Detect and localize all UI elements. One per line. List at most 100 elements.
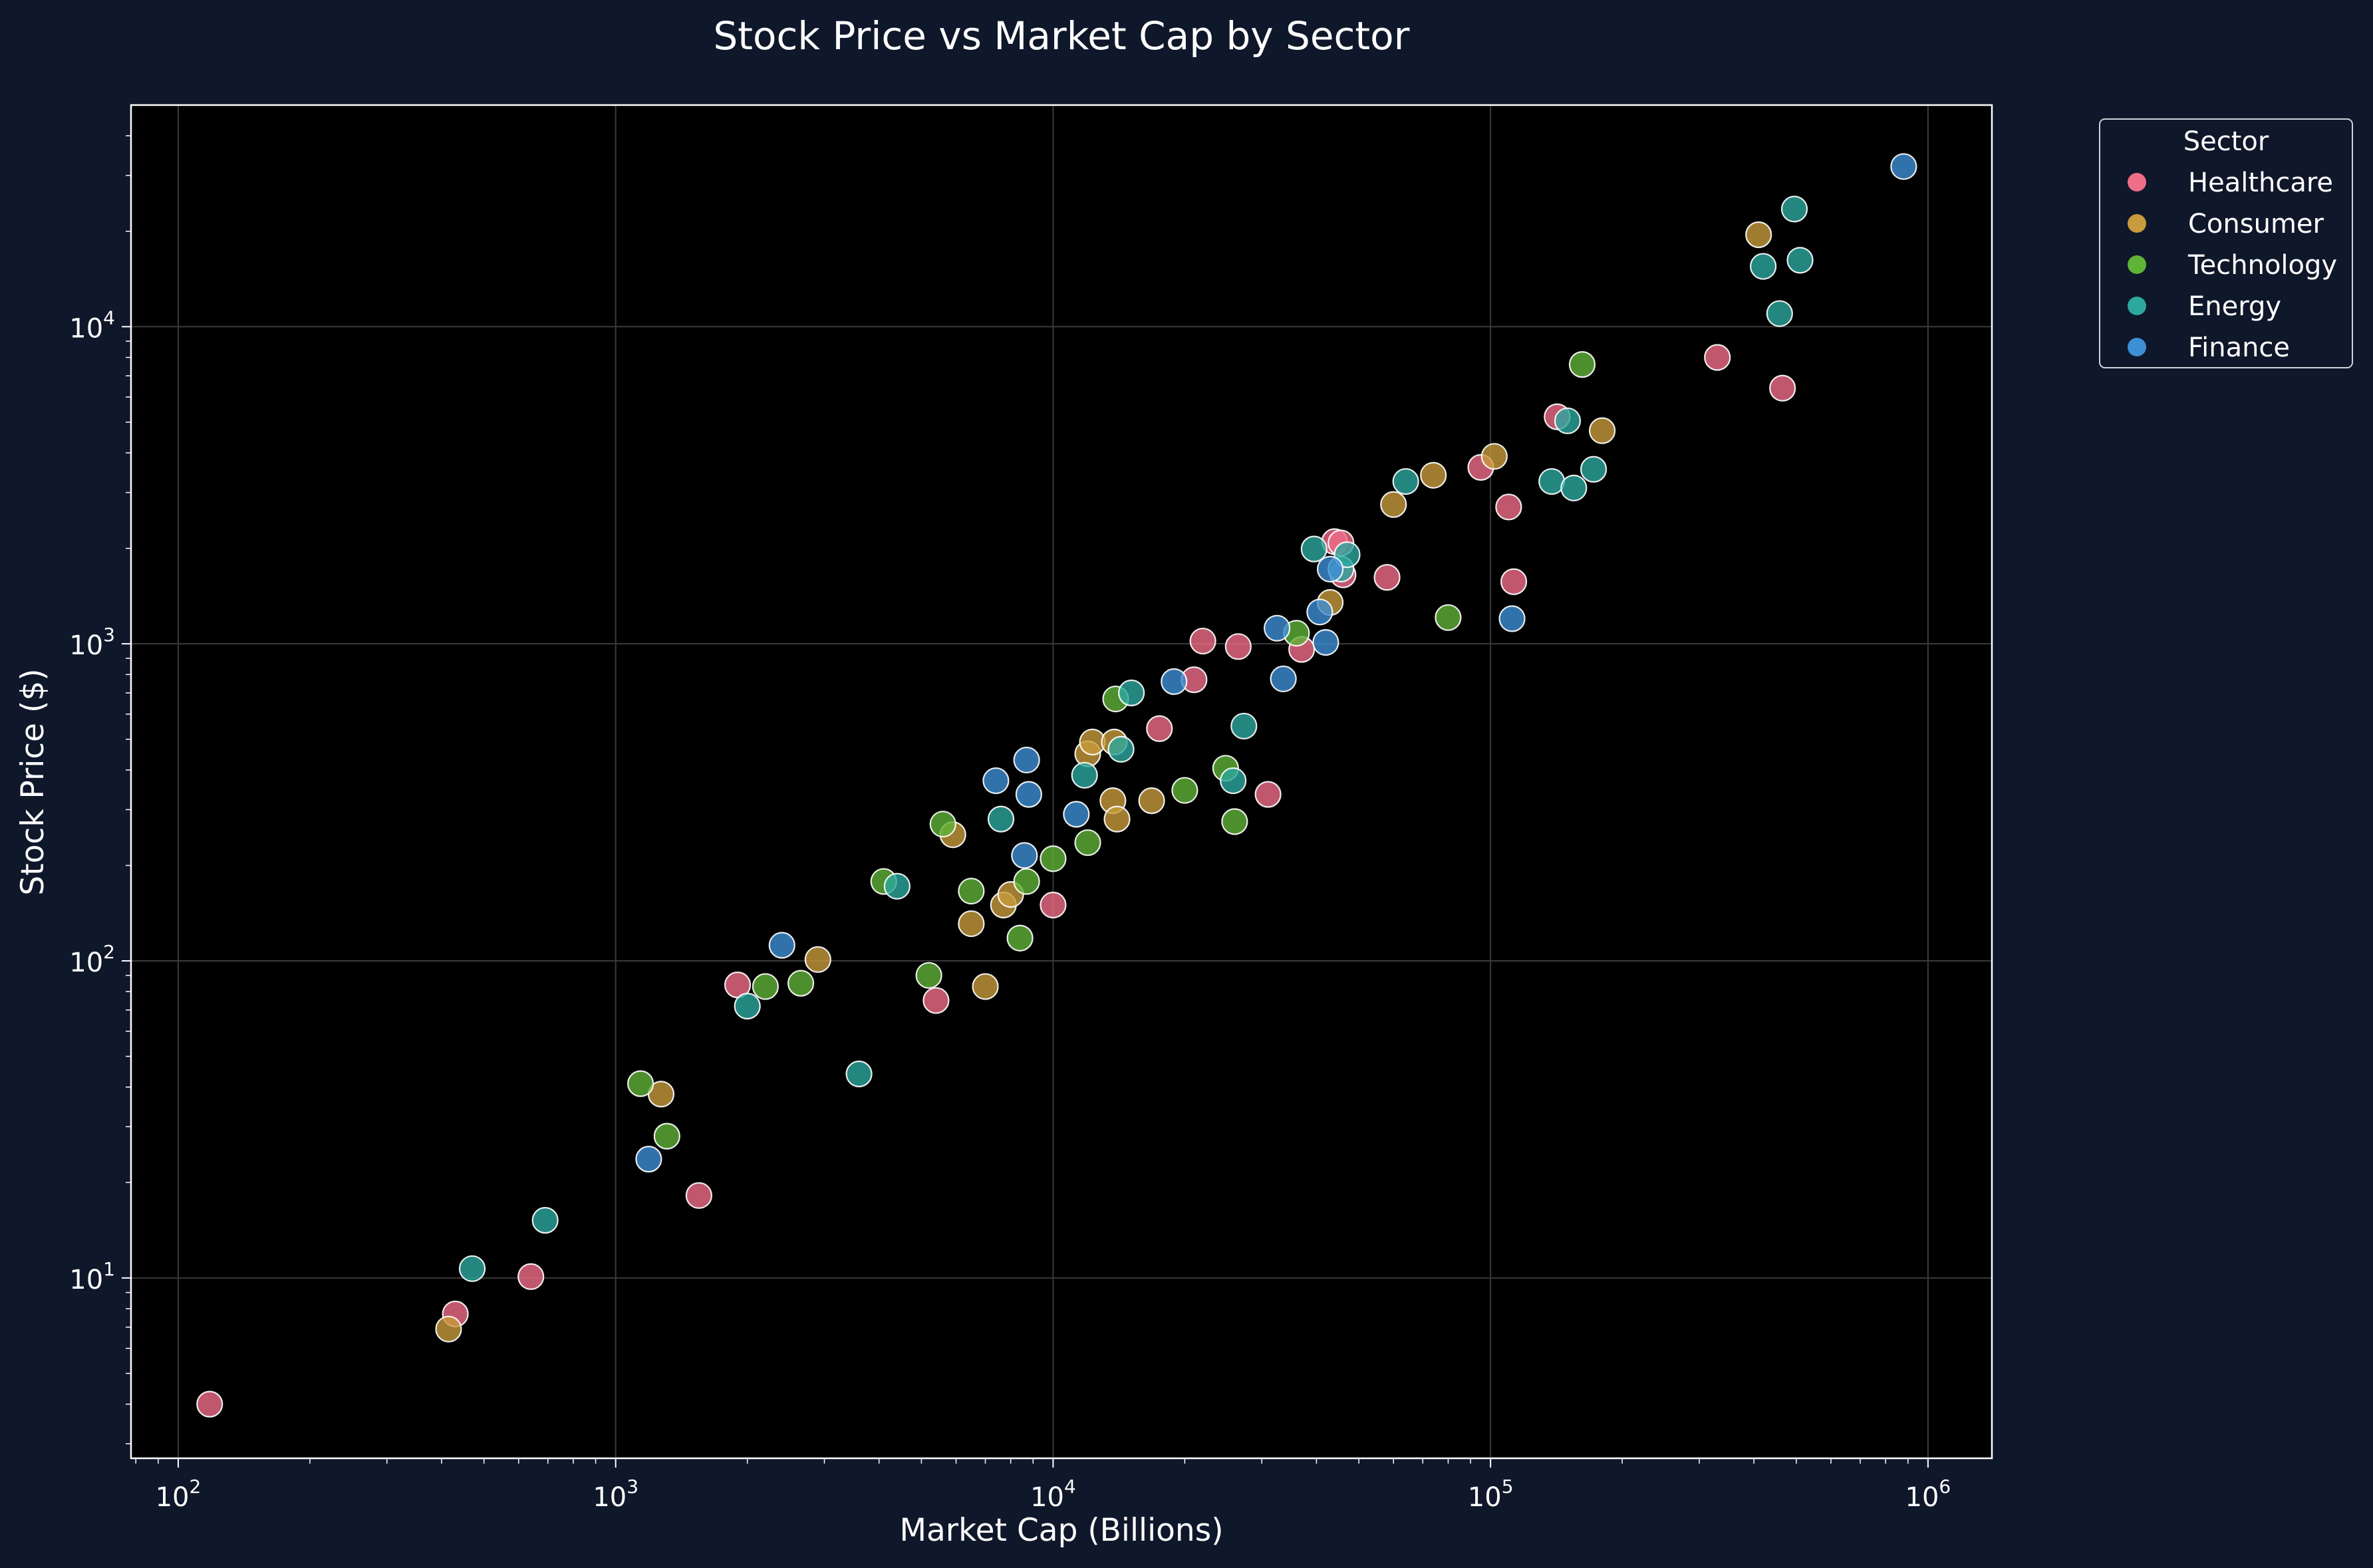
- data-point: [1745, 221, 1772, 249]
- data-point: [958, 910, 985, 938]
- x-tick-label: 104: [1030, 1476, 1076, 1513]
- data-point: [1704, 344, 1731, 371]
- data-point: [982, 767, 1010, 795]
- data-point: [1435, 604, 1462, 631]
- legend-item-consumer: Consumer: [2128, 209, 2324, 239]
- y-axis-label: Stock Price ($): [15, 668, 51, 895]
- legend-label: Energy: [2188, 291, 2281, 322]
- grid-lines: [131, 105, 1992, 1458]
- data-point: [1786, 247, 1814, 274]
- axis-ticks: [122, 135, 1929, 1468]
- data-point: [627, 1070, 654, 1097]
- data-point: [517, 1263, 545, 1290]
- data-point: [1224, 633, 1252, 660]
- data-point: [1230, 712, 1258, 740]
- data-point: [1015, 781, 1043, 808]
- legend: Sector Healthcare Consumer Technology Energ…: [2099, 118, 2353, 368]
- data-point: [1254, 781, 1282, 808]
- series-finance: [635, 153, 1917, 1173]
- data-point: [1146, 715, 1173, 742]
- plot-area: [131, 105, 1992, 1458]
- data-point: [958, 877, 985, 905]
- legend-label: Technology: [2187, 250, 2337, 281]
- legend-marker: [2128, 255, 2146, 274]
- data-point: [1392, 467, 1419, 495]
- x-tick-labels: 102 103 104 105 106: [156, 1476, 1951, 1513]
- data-point: [883, 872, 911, 900]
- data-point: [1161, 668, 1188, 696]
- legend-label: Healthcare: [2188, 168, 2333, 198]
- data-point: [1138, 787, 1165, 815]
- data-point: [1103, 805, 1131, 833]
- legend-item-energy: Energy: [2128, 291, 2281, 322]
- data-point: [1006, 924, 1034, 952]
- plot-frame: [130, 104, 1993, 1460]
- chart-title: Stock Price vs Market Cap by Sector: [713, 13, 1409, 59]
- data-point: [1780, 196, 1808, 223]
- data-point: [1480, 443, 1508, 470]
- data-point: [1264, 614, 1291, 642]
- legend-item-finance: Finance: [2128, 332, 2290, 363]
- data-point: [1580, 456, 1607, 483]
- data-point: [1312, 628, 1339, 656]
- data-point: [1171, 777, 1198, 804]
- data-point: [1063, 801, 1090, 828]
- data-point: [972, 973, 999, 1000]
- data-point: [1074, 829, 1101, 856]
- x-tick-label: 102: [156, 1476, 202, 1513]
- data-point: [1040, 845, 1067, 872]
- y-tick-label: 103: [69, 624, 115, 661]
- data-point: [1568, 351, 1596, 378]
- legend-item-technology: Technology: [2128, 250, 2337, 281]
- y-tick-label: 102: [69, 941, 115, 978]
- legend-items: Healthcare Consumer Technology Energy Financ…: [2128, 168, 2337, 363]
- x-tick-label: 105: [1468, 1476, 1514, 1513]
- legend-marker: [2128, 214, 2146, 233]
- data-point: [1013, 746, 1040, 774]
- y-tick-label: 101: [69, 1258, 115, 1295]
- data-point: [1538, 467, 1566, 495]
- data-point: [768, 932, 795, 959]
- y-tick-labels: 101 102 103 104: [69, 307, 115, 1295]
- data-point: [915, 962, 942, 989]
- data-point: [1769, 374, 1796, 402]
- data-point: [787, 970, 815, 997]
- data-point: [1380, 491, 1407, 518]
- x-axis-label: Market Cap (Billions): [899, 1512, 1223, 1549]
- data-point: [1011, 842, 1038, 869]
- data-point: [1554, 407, 1582, 434]
- data-point: [1071, 761, 1098, 789]
- data-point: [1300, 535, 1327, 563]
- legend-marker: [2128, 338, 2146, 356]
- series-consumer: [435, 221, 1772, 1343]
- data-point: [1118, 679, 1145, 707]
- data-point: [1890, 153, 1917, 180]
- legend-label: Consumer: [2188, 209, 2324, 239]
- data-point: [845, 1060, 873, 1088]
- data-point: [929, 811, 956, 838]
- data-point: [922, 987, 950, 1014]
- data-point: [1500, 568, 1528, 595]
- legend-label: Finance: [2188, 332, 2290, 363]
- data-point: [685, 1182, 712, 1209]
- data-point: [531, 1207, 559, 1234]
- data-point: [435, 1315, 462, 1343]
- legend-marker: [2128, 297, 2146, 315]
- y-tick-label: 104: [69, 307, 115, 344]
- data-point: [987, 805, 1015, 833]
- data-point: [1373, 564, 1401, 591]
- legend-item-healthcare: Healthcare: [2128, 168, 2333, 198]
- legend-marker: [2128, 173, 2146, 192]
- series-technology: [627, 351, 1596, 1150]
- data-point: [804, 946, 831, 974]
- data-point: [1270, 665, 1297, 693]
- data-point: [653, 1122, 680, 1150]
- data-point: [1013, 868, 1040, 895]
- data-point: [1220, 767, 1247, 795]
- data-point: [1316, 555, 1344, 583]
- data-point: [635, 1146, 662, 1173]
- data-point: [734, 992, 761, 1020]
- data-point: [1306, 598, 1333, 626]
- data-point: [1420, 461, 1447, 489]
